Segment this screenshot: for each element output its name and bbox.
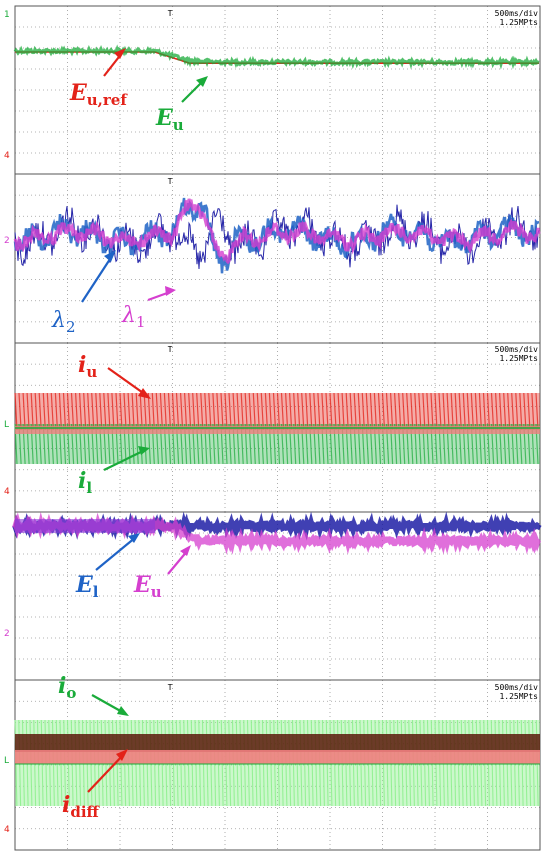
panel-5-grid [14, 679, 541, 851]
arrowhead-eu [196, 76, 208, 87]
arrow-iu [107, 367, 147, 396]
panel-5-traces [14, 719, 540, 807]
series-idiff-band [15, 750, 540, 764]
panel-1-grid [14, 5, 541, 175]
channel-marker: 4 [4, 487, 10, 497]
arrowhead-io [117, 706, 129, 716]
trace-layer: 1 4 2 L 4 2 L 4 [4, 10, 542, 835]
label-lambda1: λ1 [121, 303, 146, 331]
arrow-lambda2 [81, 255, 113, 303]
arrowhead-eu-2 [180, 545, 191, 556]
annotation-arrows [81, 48, 208, 793]
panel-2-traces [13, 197, 541, 274]
channel-marker: 2 [4, 629, 10, 639]
arrowhead-el [128, 533, 140, 543]
timebase-readout: 500ms/div [495, 345, 539, 354]
panel-5-frame [14, 679, 541, 851]
channel-marker: 4 [4, 825, 10, 835]
arrowhead-lambda2 [104, 250, 116, 262]
label-el: El [75, 572, 99, 601]
trigger-marker: T [168, 683, 173, 692]
label-eu-2: Eu [133, 572, 162, 601]
panel-2-header: T [168, 177, 173, 186]
series-eu-line [13, 44, 540, 70]
label-lambda2: λ2 [51, 308, 76, 336]
series-idiff-dark-band [15, 734, 540, 752]
label-io: io [58, 673, 76, 702]
arrow-idiff [87, 753, 125, 793]
panel-2-grid [14, 173, 541, 344]
series-overlap-band [15, 426, 540, 434]
record-length-readout: 1.25MPts [499, 692, 538, 701]
series-il-band [14, 423, 539, 465]
panel-1-header: T 500ms/div 1.25MPts [168, 9, 539, 27]
arrowhead-eu-ref [114, 48, 126, 59]
trigger-marker: T [168, 345, 173, 354]
timebase-readout: 500ms/div [495, 683, 539, 692]
arrow-el [95, 536, 137, 571]
arrowhead-iu [138, 388, 151, 399]
grid-layer [14, 5, 541, 851]
label-iu: iu [78, 352, 97, 381]
label-il: il [78, 468, 92, 497]
series-overlap-before-step [15, 519, 155, 533]
channel-marker: L [4, 756, 9, 766]
arrowhead-il [138, 446, 150, 455]
label-eu-ref: Eu,ref [69, 80, 128, 109]
record-length-readout: 1.25MPts [499, 18, 538, 27]
label-idiff: idiff [62, 792, 101, 821]
panel-4-traces [12, 511, 542, 555]
panel-5-header: T 500ms/div 1.25MPts [168, 683, 539, 701]
channel-marker: L [4, 420, 9, 430]
series-lambda1-line [13, 198, 541, 265]
timebase-readout: 500ms/div [495, 9, 539, 18]
arrowhead-lambda1 [165, 286, 176, 296]
panel-1-traces [13, 44, 540, 70]
channel-marker: 1 [4, 10, 10, 20]
arrowhead-idiff [116, 749, 128, 761]
channel-marker: 2 [4, 236, 10, 246]
record-length-readout: 1.25MPts [499, 354, 538, 363]
panel-3-traces [14, 392, 540, 465]
trigger-marker: T [168, 177, 173, 186]
trigger-marker: T [168, 9, 173, 18]
panel-3-header: T 500ms/div 1.25MPts [168, 345, 539, 363]
arrow-il [103, 449, 146, 471]
arrow-io [91, 694, 125, 714]
label-eu: Eu [155, 105, 184, 134]
channel-marker: 4 [4, 151, 10, 161]
series-iu-band [14, 392, 539, 431]
